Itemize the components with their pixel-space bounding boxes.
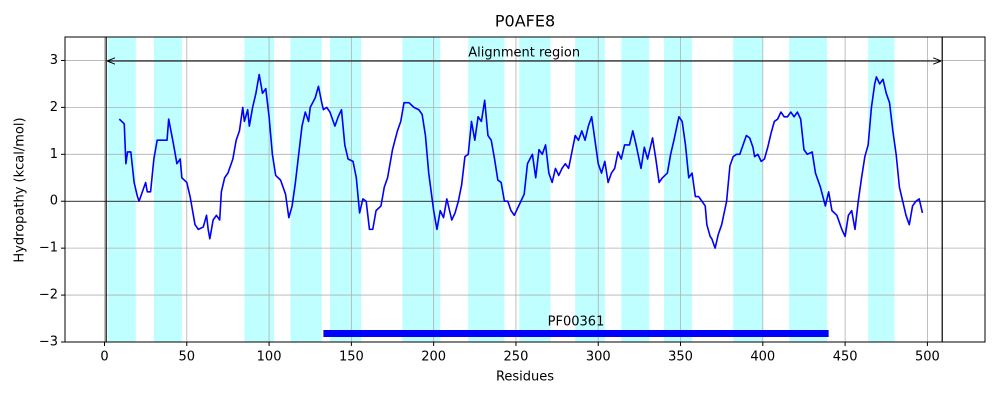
region bbox=[664, 37, 693, 342]
x-tick-label: 450 bbox=[833, 350, 858, 365]
region bbox=[868, 37, 895, 342]
chart-title: P0AFE8 bbox=[495, 12, 555, 31]
x-tick-label: 100 bbox=[257, 350, 282, 365]
x-tick-label: 250 bbox=[504, 350, 529, 365]
x-axis-label: Residues bbox=[496, 370, 554, 385]
domain-bar bbox=[323, 330, 829, 337]
region bbox=[107, 37, 136, 342]
region bbox=[468, 37, 505, 342]
x-tick-label: 50 bbox=[179, 350, 196, 365]
region bbox=[621, 37, 650, 342]
region bbox=[575, 37, 605, 342]
y-tick-label: 3 bbox=[50, 53, 58, 68]
x-tick-label: 400 bbox=[750, 350, 775, 365]
x-tick-label: 500 bbox=[915, 350, 940, 365]
y-tick-label: −1 bbox=[39, 241, 58, 256]
domain-label: PF00361 bbox=[548, 315, 605, 330]
plot-frame bbox=[64, 36, 986, 343]
y-tick-label: 1 bbox=[50, 147, 58, 162]
alignment-label: Alignment region bbox=[468, 46, 580, 61]
hydropathy-line bbox=[118, 73, 924, 249]
region bbox=[402, 37, 441, 342]
y-tick-label: −2 bbox=[39, 288, 58, 303]
region bbox=[290, 37, 322, 342]
x-tick-label: 0 bbox=[100, 350, 108, 365]
y-tick-label: 2 bbox=[50, 100, 58, 115]
region bbox=[153, 37, 182, 342]
y-tick-label: 0 bbox=[50, 194, 58, 209]
y-tick-label: −3 bbox=[39, 335, 58, 350]
x-tick-label: 150 bbox=[339, 350, 364, 365]
region bbox=[329, 37, 362, 342]
x-tick-label: 200 bbox=[421, 350, 446, 365]
x-tick-label: 350 bbox=[668, 350, 693, 365]
region bbox=[244, 37, 275, 342]
region bbox=[733, 37, 763, 342]
x-tick-label: 300 bbox=[586, 350, 611, 365]
y-axis-label: Hydropathy (kcal/mol) bbox=[13, 117, 28, 262]
